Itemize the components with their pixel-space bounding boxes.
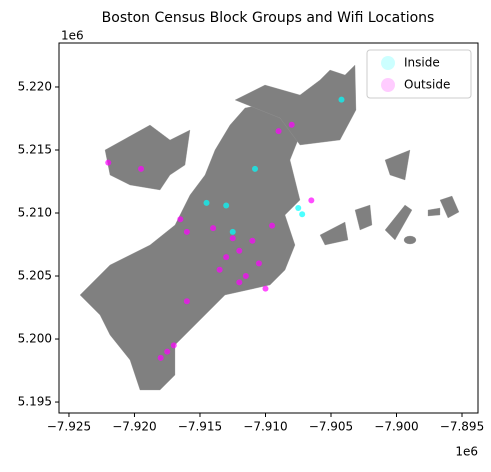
point	[223, 202, 230, 209]
map-polygons	[79, 64, 460, 391]
point	[229, 228, 236, 235]
point	[105, 159, 112, 166]
y-tick-label: 5.210	[18, 206, 52, 220]
y-tick-label: 5.205	[18, 269, 52, 283]
point	[242, 273, 249, 280]
point	[249, 237, 256, 244]
x-offset: 1e6	[455, 445, 478, 459]
x-tick-label: −7.895	[440, 420, 484, 434]
point	[269, 222, 276, 229]
y-tick-label: 5.195	[18, 395, 52, 409]
x-tick-label: −7.905	[309, 420, 353, 434]
y-tick-label: 5.220	[18, 79, 52, 93]
point	[308, 197, 315, 204]
point	[203, 199, 210, 206]
point	[236, 279, 243, 286]
y-offset: 1e6	[61, 29, 84, 43]
point	[295, 204, 302, 211]
legend-marker	[381, 56, 395, 70]
y-tick-label: 5.200	[18, 332, 52, 346]
point	[275, 128, 282, 135]
point	[183, 228, 190, 235]
legend-label: Inside	[404, 56, 440, 70]
legend-marker	[381, 78, 395, 92]
point	[252, 165, 259, 172]
point	[262, 285, 269, 292]
x-tick-label: −7.910	[243, 420, 287, 434]
axes-frame	[58, 42, 479, 414]
point	[229, 235, 236, 242]
point	[299, 211, 306, 218]
x-tick-label: −7.925	[47, 420, 91, 434]
point	[183, 298, 190, 305]
point	[288, 121, 295, 128]
point	[216, 266, 223, 273]
point	[177, 216, 184, 223]
point	[236, 247, 243, 254]
x-tick-label: −7.900	[374, 420, 418, 434]
point	[223, 254, 230, 261]
point	[170, 342, 177, 349]
x-tick-label: −7.920	[112, 420, 156, 434]
point	[338, 96, 345, 103]
point	[157, 354, 164, 361]
point	[210, 225, 217, 232]
point	[164, 348, 171, 355]
legend: Inside Outside	[366, 49, 472, 99]
chart-title: Boston Census Block Groups and Wifi Loca…	[102, 10, 435, 26]
x-tick-label: −7.915	[178, 420, 222, 434]
point	[138, 165, 145, 172]
legend-label: Outside	[404, 78, 450, 92]
y-tick-label: 5.215	[18, 142, 52, 156]
legend-box	[366, 49, 472, 99]
point	[255, 260, 262, 267]
